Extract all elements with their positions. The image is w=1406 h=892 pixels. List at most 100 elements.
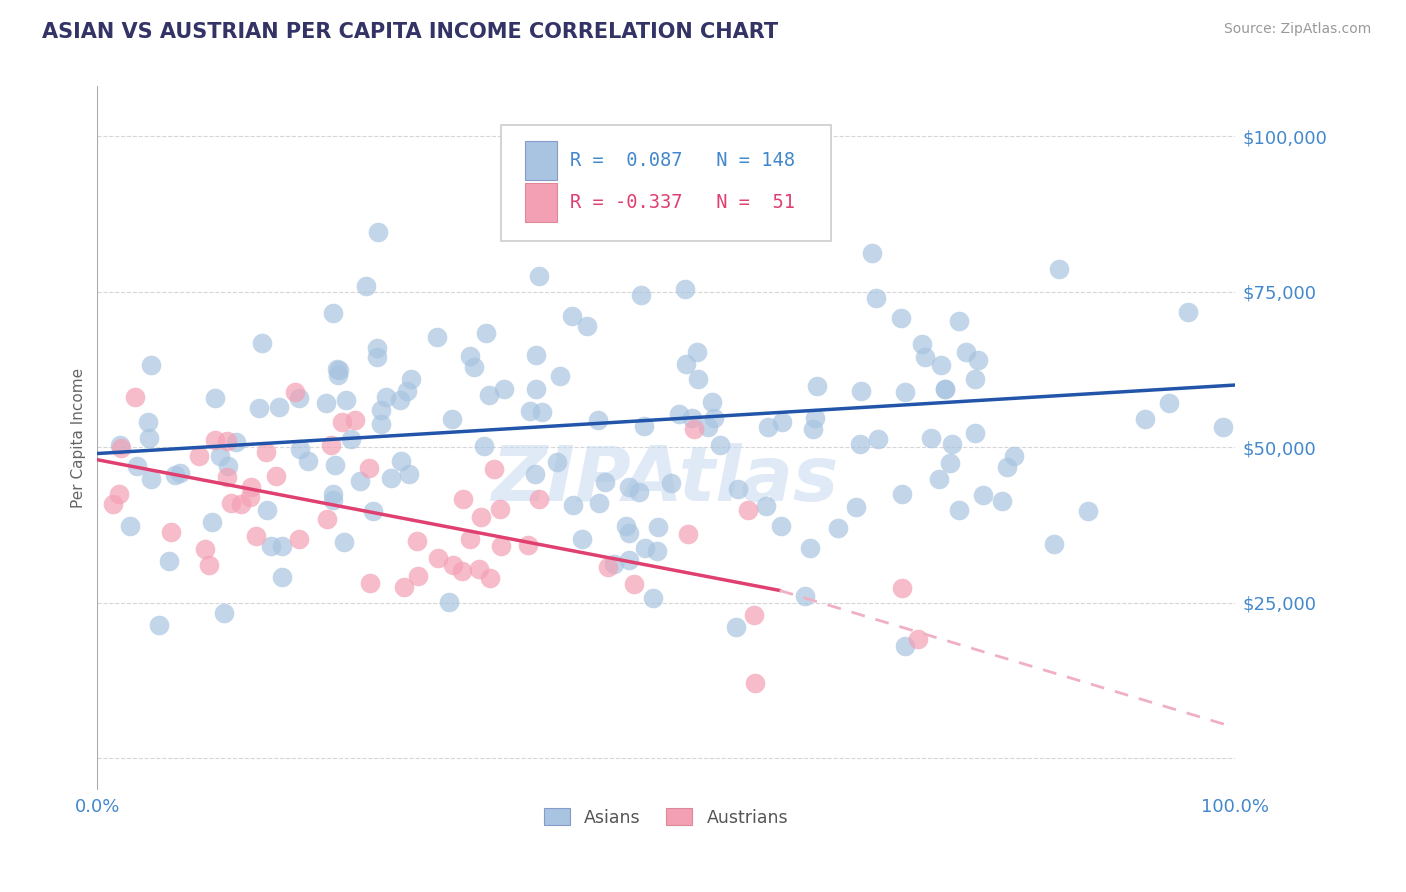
Point	[198, 558, 221, 572]
Point	[770, 415, 793, 429]
Point	[367, 225, 389, 239]
Point	[1157, 396, 1180, 410]
Point	[451, 564, 474, 578]
Point	[619, 525, 641, 540]
Point	[676, 527, 699, 541]
Point	[193, 542, 215, 557]
Point	[398, 467, 420, 481]
Point	[458, 532, 481, 546]
Point	[571, 532, 593, 546]
Point	[849, 437, 872, 451]
Point	[686, 372, 709, 386]
Point	[890, 310, 912, 325]
Point	[441, 412, 464, 426]
Point	[219, 496, 242, 510]
Point	[208, 449, 231, 463]
Point	[724, 620, 747, 634]
Point	[463, 359, 485, 374]
Point	[668, 408, 690, 422]
Point	[322, 493, 344, 508]
Point	[865, 291, 887, 305]
Point	[340, 433, 363, 447]
Point	[361, 504, 384, 518]
Point	[284, 385, 307, 400]
Point	[561, 499, 583, 513]
Point	[793, 590, 815, 604]
Point	[894, 385, 917, 400]
Point	[214, 606, 236, 620]
Point	[628, 484, 651, 499]
Point	[546, 454, 568, 468]
Point	[531, 405, 554, 419]
Point	[742, 608, 765, 623]
Point	[633, 419, 655, 434]
Point	[288, 442, 311, 456]
Point	[1177, 305, 1199, 319]
Point	[1047, 262, 1070, 277]
Point	[617, 553, 640, 567]
Point	[928, 472, 950, 486]
Point	[744, 676, 766, 690]
Point	[524, 382, 547, 396]
Point	[645, 543, 668, 558]
Point	[523, 467, 546, 482]
Point	[472, 439, 495, 453]
Point	[375, 390, 398, 404]
Point	[965, 426, 987, 441]
Point	[890, 582, 912, 596]
Point	[335, 393, 357, 408]
Point	[475, 326, 498, 341]
Point	[458, 349, 481, 363]
Point	[319, 437, 342, 451]
Point	[326, 362, 349, 376]
Point	[737, 503, 759, 517]
Point	[860, 246, 883, 260]
Point	[370, 417, 392, 432]
Point	[316, 512, 339, 526]
Point	[804, 410, 827, 425]
Point	[315, 396, 337, 410]
Point	[907, 632, 929, 646]
Point	[550, 368, 572, 383]
Point	[598, 560, 620, 574]
Point	[1212, 420, 1234, 434]
Point	[441, 558, 464, 573]
Point	[799, 541, 821, 555]
Point	[617, 479, 640, 493]
FancyBboxPatch shape	[524, 141, 557, 179]
Point	[110, 442, 132, 456]
Point	[1042, 536, 1064, 550]
Point	[470, 509, 492, 524]
Point	[478, 571, 501, 585]
Point	[157, 553, 180, 567]
Point	[703, 411, 725, 425]
Point	[427, 550, 450, 565]
Point	[326, 368, 349, 382]
Point	[250, 336, 273, 351]
Point	[955, 344, 977, 359]
Point	[287, 391, 309, 405]
Point	[333, 534, 356, 549]
Point	[264, 468, 287, 483]
Point	[141, 472, 163, 486]
Point	[803, 422, 825, 436]
Point	[630, 288, 652, 302]
Point	[389, 392, 412, 407]
Point	[588, 495, 610, 509]
Point	[217, 458, 239, 473]
Point	[478, 387, 501, 401]
Point	[948, 313, 970, 327]
Point	[911, 336, 934, 351]
Point	[845, 500, 868, 514]
Point	[727, 482, 749, 496]
Point	[966, 353, 988, 368]
Point	[894, 640, 917, 654]
Text: R =  0.087   N = 148: R = 0.087 N = 148	[571, 151, 796, 169]
Point	[124, 390, 146, 404]
Point	[107, 487, 129, 501]
Point	[215, 469, 238, 483]
Point	[603, 557, 626, 571]
Legend: Asians, Austrians: Asians, Austrians	[537, 802, 794, 834]
Point	[482, 461, 505, 475]
Point	[995, 460, 1018, 475]
